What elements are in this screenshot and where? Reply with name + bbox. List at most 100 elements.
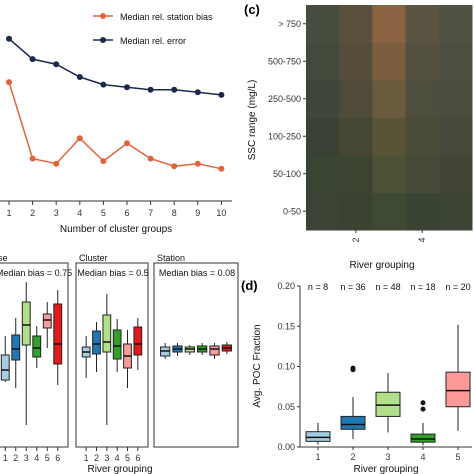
facet-2-box-3: [184, 345, 195, 355]
line-x-axis-label: Number of cluster groups: [60, 224, 172, 235]
box-body: [112, 329, 122, 360]
panel-label-d: (d): [241, 278, 258, 293]
poc-y-tick-label-0: 0.00: [277, 442, 295, 452]
box-body: [53, 303, 63, 365]
facet-0-x-tick-label-1: 1: [3, 453, 8, 463]
poc-x-tick-label-2: 2: [350, 452, 355, 462]
heat-cell-r3-c0: [306, 80, 340, 118]
facet-1-x-tick-label-3: 3: [104, 453, 109, 463]
facet-2-box-2: [172, 343, 183, 356]
heat-cell-r1-c4: [438, 155, 473, 193]
facet-1: Cluster Median bias = 0.5 1 2 3 4 5 6: [75, 253, 149, 463]
series-1-point-6: [124, 84, 130, 91]
heat-cell-r4-c3: [405, 42, 440, 81]
facet-1-x-tick-label-1: 1: [84, 453, 89, 463]
heat-cell-r3-c1: [339, 80, 373, 118]
facet-title-0: se: [0, 253, 8, 263]
facet-1-box-4: [112, 319, 122, 372]
heat-cell-r0-c0: [306, 192, 340, 231]
poc-box-body-3: [375, 391, 401, 417]
poc-box-body-1: [305, 431, 331, 442]
facet-strip-1: [76, 253, 148, 263]
facet-1-box-1: [81, 336, 91, 378]
heat-cell-r2-c2: [372, 117, 407, 156]
poc-box-body-4: [410, 433, 436, 443]
heat-y-tick-label-2: 100-250: [268, 131, 301, 141]
heat-cell-r1-c1: [339, 155, 373, 193]
series-0-point-6: [124, 140, 130, 147]
box-body: [32, 335, 42, 358]
heatmap-x-axis-label: River grouping: [349, 260, 414, 271]
heatmap-y-ticks: 0-50 50-100 100-250 250-500 500-750 > 750: [268, 19, 306, 216]
facet-2: Station Median bias = 0.08: [153, 253, 239, 448]
series-line-0: [8, 81, 222, 170]
heat-cell-r5-c2: [372, 5, 407, 43]
series-1-point-9: [194, 89, 201, 96]
legend-marker-station-bias: [100, 13, 106, 19]
poc-box-5: n = 20 5: [445, 282, 470, 462]
heat-cell-r3-c4: [438, 80, 473, 118]
heat-cell-r0-c2: [372, 192, 407, 231]
poc-count-1: n = 8: [308, 282, 328, 292]
series-1-point-7: [147, 86, 154, 93]
poc-box-1: n = 8 1: [305, 282, 331, 462]
series-1-point-10: [218, 91, 225, 98]
series-1-point-3: [53, 61, 60, 68]
heat-cell-r0-c1: [339, 192, 373, 231]
series-1-point-1: [6, 35, 12, 42]
poc-boxes: n = 8 1 n = 36 2 n = 48 3 n = 18 4 n = 20 5: [305, 282, 471, 462]
poc-y-tick-label-4: 0.20: [277, 281, 295, 291]
heat-cell-r5-c1: [339, 5, 373, 43]
heat-cell-r4-c4: [438, 42, 473, 81]
box-body: [0, 354, 10, 381]
poc-y-ticks: 0.00 0.05 0.10 0.15 0.20: [277, 281, 300, 452]
poc-x-axis-label: River grouping: [353, 464, 418, 474]
heatmap-y-axis-label: SSC range (mg/L): [247, 80, 258, 161]
facet-1-x-tick-label-6: 6: [135, 453, 140, 463]
poc-box-panel: (d) 0.000.050.100.150.20 n = 81n = 362n …: [241, 278, 472, 474]
heat-cell-r2-c3: [405, 117, 440, 156]
poc-y-tick-label-2: 0.10: [277, 362, 295, 372]
facet-0-x-tick-label-5: 5: [45, 453, 50, 463]
series-1-point-8: [171, 86, 178, 93]
heat-cell-r2-c0: [306, 117, 340, 156]
box-body: [102, 314, 112, 353]
facet-title-1: Cluster: [79, 253, 108, 263]
line-x-tick-label-2: 2: [30, 208, 35, 218]
facet-1-x-tick-label-4: 4: [115, 453, 120, 463]
poc-box-4: n = 18 4: [410, 282, 435, 462]
heatmap-panel: (c) 0-50 50-100 100-250 250-500 500-750 > 750…: [244, 2, 473, 271]
heat-y-tick-label-0: 0-50: [283, 206, 301, 216]
line-x-tick-label-9: 9: [195, 208, 200, 218]
facet-0-box-2: [11, 318, 21, 388]
line-x-tick-label-8: 8: [172, 208, 177, 218]
poc-x-tick-label-3: 3: [385, 452, 390, 462]
facet-frame-1: [75, 262, 149, 448]
heat-cell-r4-c0: [306, 42, 340, 81]
series-0-point-10: [218, 165, 225, 172]
series-1-point-4: [76, 74, 83, 80]
line-x-tick-label-6: 6: [124, 208, 129, 218]
heat-cell-r4-c2: [372, 42, 407, 81]
poc-outlier-4-0: [420, 406, 426, 412]
legend-label-rel-error: Median rel. error: [120, 36, 186, 46]
facet-1-box-3: [102, 294, 112, 425]
poc-count-3: n = 48: [375, 282, 400, 292]
facet-0-x-tick-label-2: 2: [13, 453, 18, 463]
line-x-tick-label-5: 5: [101, 208, 106, 218]
panel-label-c: (c): [244, 2, 260, 17]
line-x-tick-label-3: 3: [54, 208, 59, 218]
facet-1-box-5: [123, 330, 132, 388]
line-x-tick-label-7: 7: [148, 208, 153, 218]
legend-label-station-bias: Median rel. station bias: [120, 12, 213, 22]
series-0-point-1: [6, 79, 12, 86]
heat-cell-r0-c3: [405, 192, 440, 231]
facet-strip-0: [0, 253, 68, 263]
heat-cell-r1-c0: [306, 155, 340, 193]
heat-cell-r3-c2: [372, 80, 407, 118]
poc-box-2: n = 36 2: [340, 282, 365, 462]
box-body: [92, 330, 101, 355]
line-series: [6, 35, 225, 172]
